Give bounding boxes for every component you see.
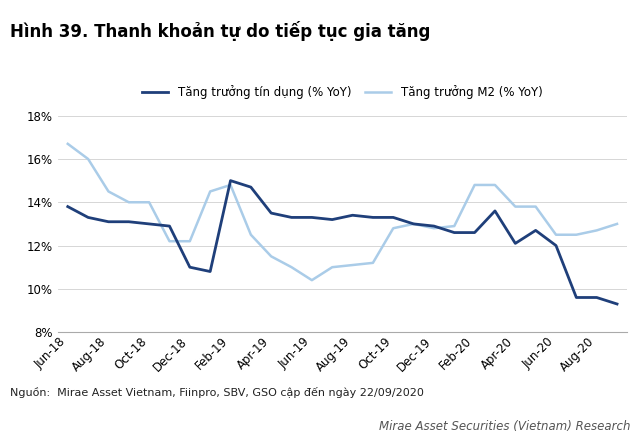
Legend: Tăng trưởng tín dụng (% YoY), Tăng trưởng M2 (% YoY): Tăng trưởng tín dụng (% YoY), Tăng trưởn… (142, 85, 543, 99)
Text: Nguồn:  Mirae Asset Vietnam, Fiinpro, SBV, GSO cập đến ngày 22/09/2020: Nguồn: Mirae Asset Vietnam, Fiinpro, SBV… (10, 387, 424, 398)
Text: Mirae Asset Securities (Vietnam) Research: Mirae Asset Securities (Vietnam) Researc… (379, 420, 630, 433)
Text: Hình 39. Thanh khoản tự do tiếp tục gia tăng: Hình 39. Thanh khoản tự do tiếp tục gia … (10, 21, 430, 41)
